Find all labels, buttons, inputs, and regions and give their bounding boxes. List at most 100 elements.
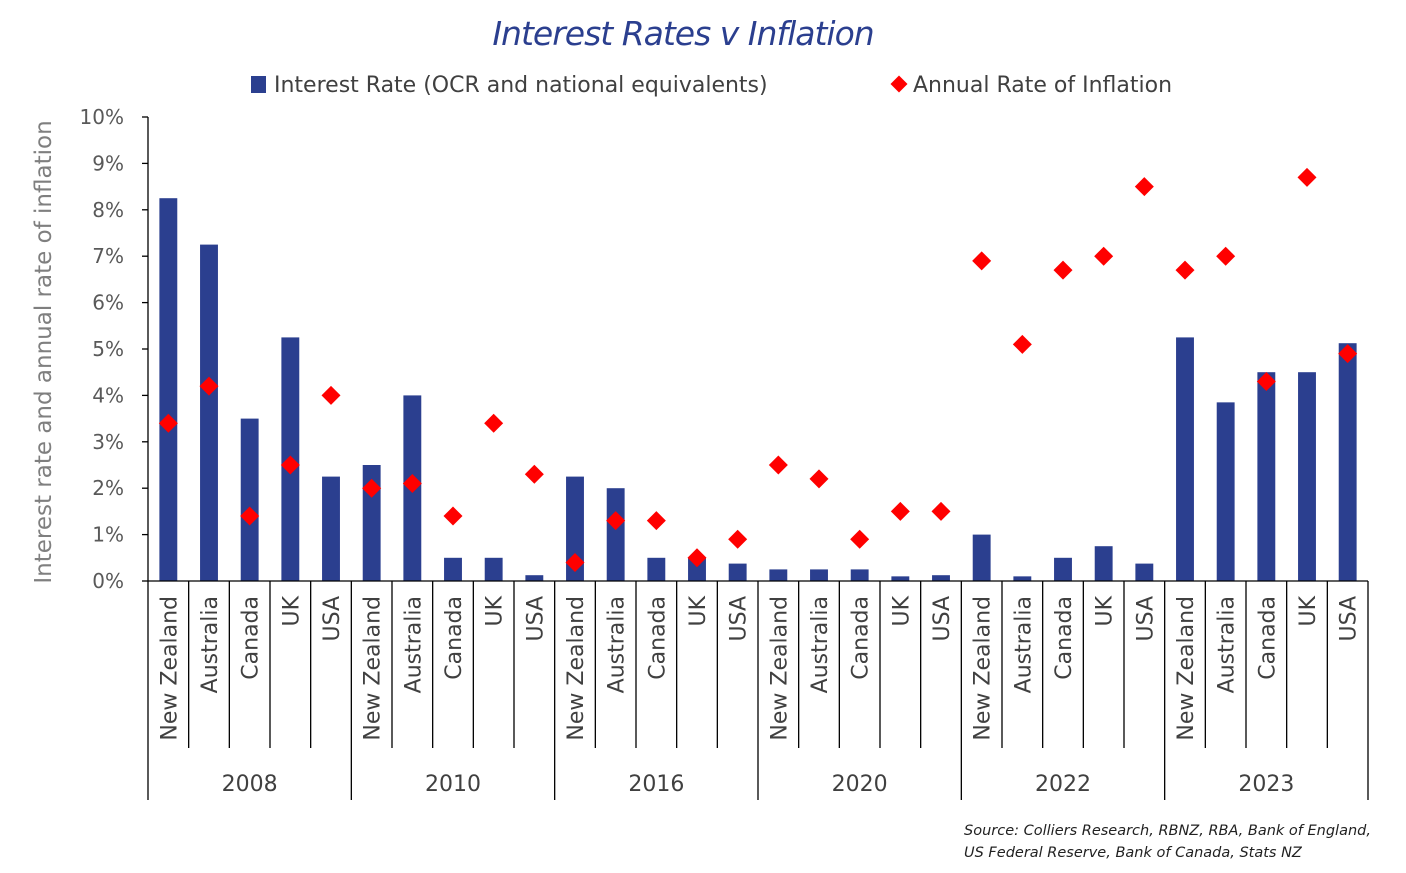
category-label: Canada <box>1255 596 1280 680</box>
inflation-marker <box>1094 246 1114 266</box>
interest-rate-bar <box>972 534 991 581</box>
category-label: New Zealand <box>1174 596 1199 741</box>
chart-title: Interest Rates v Inflation <box>492 14 874 53</box>
inflation-marker <box>1012 334 1032 354</box>
y-tick-label: 1% <box>92 523 124 547</box>
interest-rate-bar <box>444 557 462 581</box>
category-label: New Zealand <box>767 596 792 741</box>
inflation-marker <box>1175 260 1195 280</box>
legend-swatch-interest-rate <box>251 76 266 93</box>
inflation-marker <box>402 474 422 494</box>
group-year-label: 2008 <box>222 772 278 797</box>
inflation-marker <box>606 511 626 531</box>
y-tick-label: 4% <box>92 383 124 407</box>
category-label: USA <box>1133 596 1158 642</box>
inflation-marker <box>158 413 178 433</box>
legend-label-inflation: Annual Rate of Inflation <box>913 73 1172 98</box>
interest-rate-bar <box>606 488 625 581</box>
inflation-marker <box>240 506 260 526</box>
inflation-marker <box>850 529 870 549</box>
interest-rate-bar <box>688 557 706 581</box>
category-label: USA <box>523 596 548 642</box>
inflation-markers <box>158 167 1358 572</box>
inflation-marker <box>1256 371 1276 391</box>
inflation-marker <box>890 501 910 521</box>
category-label: Australia <box>1215 596 1240 693</box>
category-label: USA <box>930 596 955 642</box>
interest-rate-bar <box>932 575 950 581</box>
group-year-label: 2010 <box>425 772 481 797</box>
inflation-marker <box>565 552 585 572</box>
inflation-marker <box>199 376 219 396</box>
interest-rate-bar <box>647 557 666 581</box>
inflation-marker <box>768 455 788 475</box>
y-tick-label: 5% <box>92 337 124 361</box>
legend-label-interest-rate: Interest Rate (OCR and national equivale… <box>274 73 768 98</box>
group-year-label: 2016 <box>628 772 684 797</box>
category-label: New Zealand <box>361 596 386 741</box>
y-tick-label: 0% <box>92 569 124 593</box>
interest-rate-bar <box>728 563 747 581</box>
source-line-1: Source: Colliers Research, RBNZ, RBA, Ba… <box>964 823 1371 839</box>
category-label: UK <box>279 595 304 626</box>
category-label: Australia <box>605 596 630 693</box>
inflation-marker <box>931 501 951 521</box>
category-label: UK <box>889 595 914 626</box>
interest-rate-bar <box>850 569 869 581</box>
category-label: USA <box>727 596 752 642</box>
category-label: Australia <box>1011 596 1036 693</box>
interest-rate-bar <box>240 418 259 581</box>
inflation-marker <box>646 511 666 531</box>
category-label: UK <box>686 595 711 626</box>
interest-rate-bar <box>566 476 584 581</box>
interest-rate-bar <box>1298 372 1316 581</box>
y-tick-label: 3% <box>92 430 124 454</box>
inflation-marker <box>728 529 748 549</box>
interest-rate-bar <box>1054 557 1072 581</box>
interest-rate-bar <box>1176 337 1194 581</box>
interest-rate-bar <box>1216 402 1235 581</box>
interest-rate-bar <box>769 569 788 581</box>
interest-rate-bar <box>1135 563 1154 581</box>
interest-rate-bar <box>1257 372 1276 581</box>
group-year-label: 2022 <box>1035 772 1091 797</box>
legend-swatch-inflation <box>890 75 908 93</box>
interest-rate-bar <box>484 557 503 581</box>
inflation-marker <box>1053 260 1073 280</box>
category-label: New Zealand <box>564 596 589 741</box>
category-label: Canada <box>849 596 874 680</box>
x-axis: New Zealand Australia Canada UK USA 2008 New Z… <box>147 580 1369 800</box>
interest-rate-bar <box>1013 576 1032 581</box>
y-tick-label: 8% <box>92 198 124 222</box>
y-tick-label: 2% <box>92 476 124 500</box>
category-label: USA <box>1337 596 1362 642</box>
inflation-marker <box>321 385 341 405</box>
y-axis-title: Interest rate and annual rate of inflati… <box>31 120 57 583</box>
inflation-marker <box>1297 167 1317 187</box>
interest-rate-bar <box>891 576 910 581</box>
inflation-marker <box>484 413 504 433</box>
interest-rate-bar <box>525 575 544 581</box>
y-axis: Interest rate and annual rate of inflati… <box>31 105 149 593</box>
y-tick-label: 7% <box>92 244 124 268</box>
interest-rate-bar <box>159 198 178 581</box>
source-note: Source: Colliers Research, RBNZ, RBA, Ba… <box>964 820 1371 864</box>
interest-rate-bar <box>1094 546 1113 581</box>
inflation-marker <box>972 251 992 271</box>
interest-rate-bars <box>159 198 1357 581</box>
category-label: Canada <box>1052 596 1077 680</box>
inflation-marker <box>443 506 463 526</box>
category-label: Canada <box>645 596 670 680</box>
source-line-2: US Federal Reserve, Bank of Canada, Stat… <box>964 845 1302 861</box>
category-label: Australia <box>808 596 833 693</box>
interest-rate-bar <box>810 569 828 581</box>
interest-rate-bar <box>322 476 340 581</box>
category-label: USA <box>320 596 345 642</box>
inflation-marker <box>1134 177 1154 197</box>
interest-rate-bar <box>200 244 218 581</box>
legend: Interest Rate (OCR and national equivale… <box>251 73 1172 98</box>
interest-rate-bar <box>1338 343 1357 581</box>
interest-rate-bar <box>362 465 381 581</box>
category-label: UK <box>1296 595 1321 626</box>
